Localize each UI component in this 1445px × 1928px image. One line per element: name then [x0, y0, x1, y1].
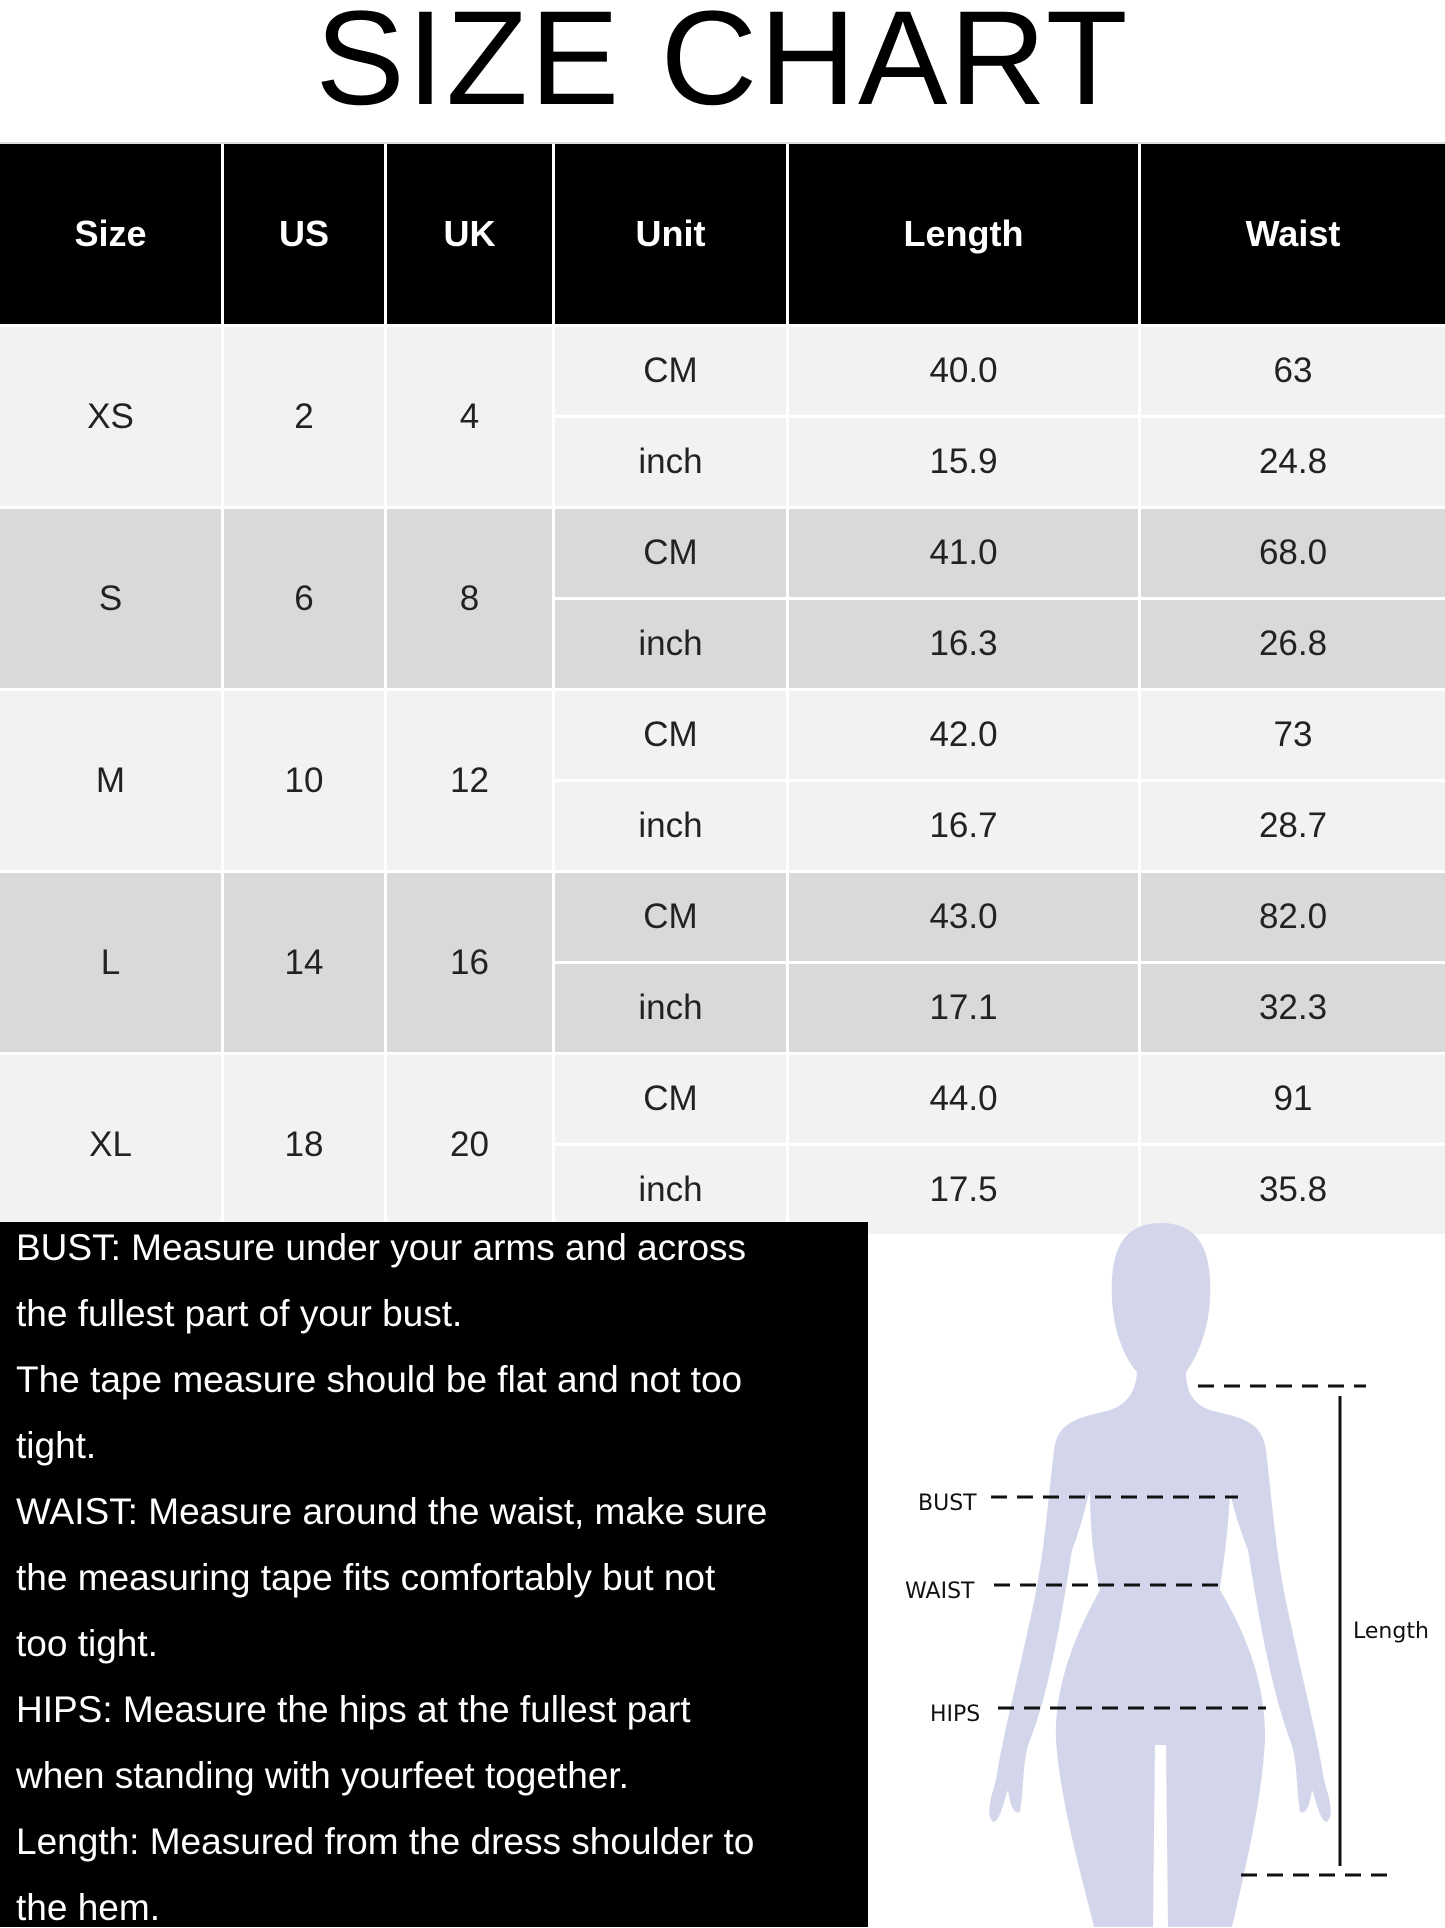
length-cell: 15.9	[789, 418, 1138, 506]
note-line: WAIST: Measure around the waist, make su…	[16, 1491, 768, 1532]
unit-cell: inch	[555, 964, 786, 1052]
header-waist: Waist	[1141, 144, 1445, 324]
uk-cell: 16	[387, 873, 552, 1052]
waist-cell: 82.0	[1141, 873, 1445, 961]
length-cell: 17.1	[789, 964, 1138, 1052]
note-line: when standing with yourfeet together.	[16, 1755, 629, 1796]
uk-cell: 4	[387, 327, 552, 506]
unit-cell: CM	[555, 327, 786, 415]
header-length: Length	[789, 144, 1138, 324]
note-line: Length: Measured from the dress shoulder…	[16, 1821, 755, 1862]
table-row: L 14 16 CM 43.0 82.0 inch 17.1 32.3	[0, 873, 1445, 1052]
size-cell: L	[0, 873, 221, 1052]
length-cell: 16.3	[789, 600, 1138, 688]
uk-cell: 20	[387, 1055, 552, 1234]
length-label: Length	[1353, 1619, 1429, 1644]
bust-label: BUST	[918, 1491, 977, 1516]
waist-cell: 73	[1141, 691, 1445, 779]
length-cell: 41.0	[789, 509, 1138, 597]
size-cell: S	[0, 509, 221, 688]
size-table: Size US UK Unit Length Waist XS 2 4 CM 40.0 6…	[0, 142, 1445, 1234]
waist-label: WAIST	[905, 1579, 975, 1604]
length-cell: 43.0	[789, 873, 1138, 961]
table-row: XL 18 20 CM 44.0 91 inch 17.5 35.8	[0, 1055, 1445, 1234]
note-line: the hem.	[16, 1887, 160, 1928]
unit-cell: CM	[555, 509, 786, 597]
length-cell: 40.0	[789, 327, 1138, 415]
table-row: XS 2 4 CM 40.0 63 inch 15.9 24.8	[0, 327, 1445, 506]
unit-cell: inch	[555, 600, 786, 688]
size-cell: XL	[0, 1055, 221, 1234]
waist-cell: 28.7	[1141, 782, 1445, 870]
length-cell: 17.5	[789, 1146, 1138, 1234]
waist-cell: 63	[1141, 327, 1445, 415]
us-cell: 10	[224, 691, 384, 870]
body-silhouette	[989, 1223, 1331, 1927]
length-cell: 42.0	[789, 691, 1138, 779]
note-line: HIPS: Measure the hips at the fullest pa…	[16, 1689, 691, 1730]
note-line: The tape measure should be flat and not …	[16, 1359, 743, 1400]
us-cell: 14	[224, 873, 384, 1052]
length-cell: 16.7	[789, 782, 1138, 870]
waist-cell: 26.8	[1141, 600, 1445, 688]
length-cell: 44.0	[789, 1055, 1138, 1143]
header-uk: UK	[387, 144, 552, 324]
note-line: too tight.	[16, 1623, 158, 1664]
uk-cell: 12	[387, 691, 552, 870]
header-us: US	[224, 144, 384, 324]
table-row: M 10 12 CM 42.0 73 inch 16.7 28.7	[0, 691, 1445, 870]
table-row: S 6 8 CM 41.0 68.0 inch 16.3 26.8	[0, 509, 1445, 688]
measurement-notes: BUST: Measure under your arms and across…	[0, 1222, 868, 1928]
note-line: the fullest part of your bust.	[16, 1293, 463, 1334]
us-cell: 6	[224, 509, 384, 688]
note-line: BUST: Measure under your arms and across	[16, 1227, 747, 1268]
table-header: Size US UK Unit Length Waist	[0, 142, 1445, 324]
header-size: Size	[0, 144, 221, 324]
note-line: tight.	[16, 1425, 97, 1466]
unit-cell: inch	[555, 418, 786, 506]
size-cell: M	[0, 691, 221, 870]
waist-cell: 24.8	[1141, 418, 1445, 506]
unit-cell: CM	[555, 691, 786, 779]
note-line: the measuring tape fits comfortably but …	[16, 1557, 716, 1598]
waist-cell: 68.0	[1141, 509, 1445, 597]
uk-cell: 8	[387, 509, 552, 688]
us-cell: 2	[224, 327, 384, 506]
waist-cell: 32.3	[1141, 964, 1445, 1052]
header-unit: Unit	[555, 144, 786, 324]
unit-cell: CM	[555, 873, 786, 961]
waist-cell: 35.8	[1141, 1146, 1445, 1234]
unit-cell: inch	[555, 1146, 786, 1234]
page-title: SIZE CHART	[315, 0, 1130, 133]
hips-label: HIPS	[930, 1702, 980, 1727]
waist-cell: 91	[1141, 1055, 1445, 1143]
unit-cell: inch	[555, 782, 786, 870]
size-cell: XS	[0, 327, 221, 506]
us-cell: 18	[224, 1055, 384, 1234]
unit-cell: CM	[555, 1055, 786, 1143]
